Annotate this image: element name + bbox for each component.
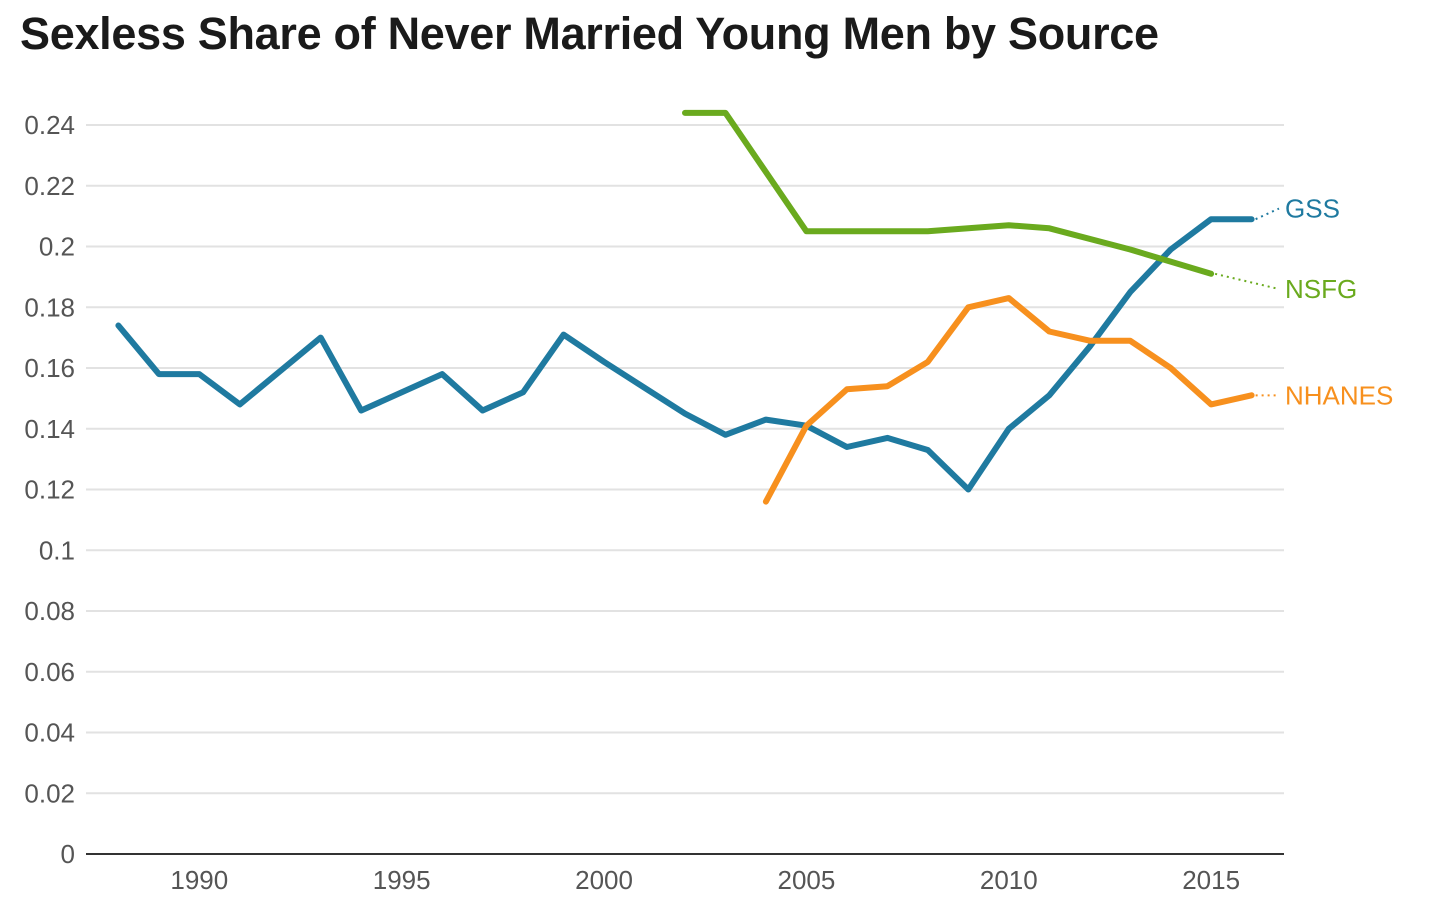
y-tick-label: 0.2	[39, 232, 75, 262]
y-tick-label: 0.24	[24, 110, 75, 140]
y-tick-label: 0.14	[24, 414, 75, 444]
series-leader-nsfg	[1214, 272, 1280, 290]
x-tick-label: 2010	[980, 865, 1038, 895]
x-tick-label: 2015	[1182, 865, 1240, 895]
x-tick-label: 2005	[777, 865, 835, 895]
y-tick-label: 0.12	[24, 475, 75, 505]
chart-title: Sexless Share of Never Married Young Men…	[20, 8, 1159, 59]
y-tick-label: 0.18	[24, 292, 75, 322]
series-leader-gss	[1255, 207, 1280, 221]
x-tick-label: 1990	[170, 865, 228, 895]
grid-lines	[86, 124, 1284, 795]
y-tick-label: 0.16	[24, 353, 75, 383]
y-tick-label: 0.08	[24, 596, 75, 626]
y-tick-label: 0.06	[24, 657, 75, 687]
y-tick-label: 0.1	[39, 535, 75, 565]
series-label-gss: GSS	[1285, 194, 1340, 224]
y-axis-ticks: 0 0.02 0.04 0.06 0.08 0.1 0.12 0.14 0.16 0.18 0.2 0…	[24, 110, 75, 869]
series-lines	[115, 109, 1255, 505]
series-line-gss	[115, 216, 1255, 493]
x-axis-ticks: 1990 1995 2000 2005 2010 2015	[170, 865, 1240, 895]
series-line-nsfg	[682, 109, 1215, 277]
x-tick-label: 1995	[373, 865, 431, 895]
y-tick-label: 0.22	[24, 171, 75, 201]
y-tick-label: 0	[61, 839, 75, 869]
series-labels: GSS NSFG NHANES	[1214, 194, 1393, 410]
y-tick-label: 0.02	[24, 778, 75, 808]
series-label-nsfg: NSFG	[1285, 274, 1357, 304]
y-tick-label: 0.04	[24, 718, 75, 748]
x-tick-label: 2000	[575, 865, 633, 895]
series-label-nhanes: NHANES	[1285, 380, 1393, 410]
series-line-nhanes	[762, 295, 1255, 505]
